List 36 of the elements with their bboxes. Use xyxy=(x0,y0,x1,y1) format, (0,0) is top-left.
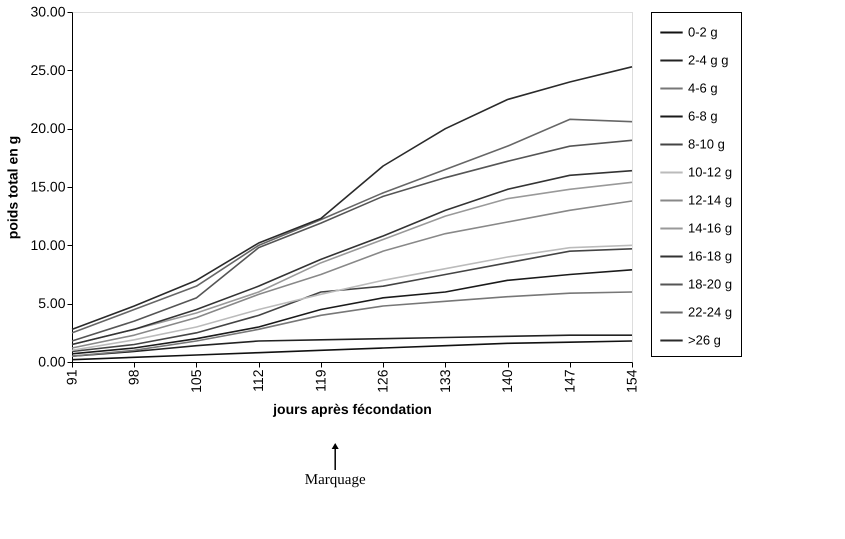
x-tick-label: 98 xyxy=(126,369,142,386)
x-tick-label: 140 xyxy=(499,369,516,393)
x-tick-label: 126 xyxy=(374,369,391,393)
legend-label: 4-6 g xyxy=(688,80,718,96)
legend-label: 16-18 g xyxy=(688,248,732,264)
y-tick-label: 25.00 xyxy=(30,62,66,78)
x-tick-label: 105 xyxy=(188,369,204,393)
x-tick-label: 147 xyxy=(561,369,578,393)
legend-label: 6-8 g xyxy=(688,108,718,124)
line-series xyxy=(71,269,633,355)
legend-label: 2-4 g g xyxy=(688,52,728,68)
x-tick-label: 119 xyxy=(312,369,328,392)
legend-label: 8-10 g xyxy=(688,136,725,152)
y-tick-label: 10.00 xyxy=(30,236,66,253)
legend-label: 14-16 g xyxy=(688,220,732,236)
legend-label: 22-24 g xyxy=(688,304,732,320)
x-tick-label: 112 xyxy=(250,369,266,392)
legend-label: 18-20 g xyxy=(688,276,732,292)
y-tick-label: 15.00 xyxy=(30,178,66,194)
text: Marquage xyxy=(304,472,366,488)
y-tick-label: 5.00 xyxy=(38,295,66,312)
legend-label: 0-2 g xyxy=(688,24,718,40)
x-tick-label: 133 xyxy=(436,369,453,393)
legend-label: >26 g xyxy=(688,332,721,348)
legend-label: 10-12 g xyxy=(688,164,732,180)
x-axis-title: jours après fécondation xyxy=(272,400,432,417)
line-series xyxy=(71,340,633,360)
x-tick-label: 91 xyxy=(64,369,80,386)
line-series xyxy=(71,66,633,330)
legend-label: 12-14 g xyxy=(688,192,732,208)
y-axis-title: poids total en g xyxy=(4,136,20,240)
y-tick-label: 30.00 xyxy=(30,4,66,20)
y-tick-label: 20.00 xyxy=(30,120,66,136)
x-tick-label: 154 xyxy=(624,369,640,393)
line-series xyxy=(71,291,633,357)
y-tick-label: 0.00 xyxy=(38,354,66,370)
